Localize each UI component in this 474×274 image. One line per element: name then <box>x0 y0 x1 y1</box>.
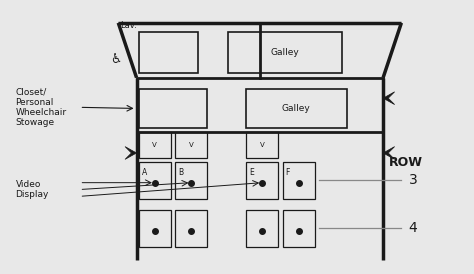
Text: A: A <box>142 168 147 177</box>
Text: V: V <box>260 142 264 148</box>
Text: ROW: ROW <box>389 156 423 169</box>
Text: E: E <box>249 168 254 177</box>
Bar <box>175 210 207 247</box>
Bar <box>283 210 315 247</box>
Bar <box>246 132 278 158</box>
Text: V: V <box>189 142 194 148</box>
Bar <box>246 162 278 199</box>
Bar <box>175 132 207 158</box>
Bar <box>139 162 171 199</box>
Bar <box>246 89 346 128</box>
Bar <box>139 32 198 73</box>
Text: Video
Display: Video Display <box>16 180 49 199</box>
Text: 3: 3 <box>409 173 417 187</box>
Text: Closet/
Personal
Wheelchair
Stowage: Closet/ Personal Wheelchair Stowage <box>16 87 67 127</box>
Text: 4: 4 <box>409 221 417 235</box>
Text: B: B <box>178 168 183 177</box>
Bar <box>175 162 207 199</box>
Bar <box>283 162 315 199</box>
Text: ♿: ♿ <box>110 53 122 66</box>
Polygon shape <box>383 92 395 105</box>
Bar <box>139 210 171 247</box>
Text: Galley: Galley <box>271 48 299 57</box>
Text: F: F <box>285 168 290 177</box>
Bar <box>246 210 278 247</box>
Bar <box>139 132 171 158</box>
Text: V: V <box>153 142 157 148</box>
Bar <box>139 89 207 128</box>
Text: Lav.: Lav. <box>120 21 137 30</box>
Text: Galley: Galley <box>282 104 311 113</box>
Bar <box>228 32 342 73</box>
Polygon shape <box>383 147 395 159</box>
Polygon shape <box>125 147 137 159</box>
